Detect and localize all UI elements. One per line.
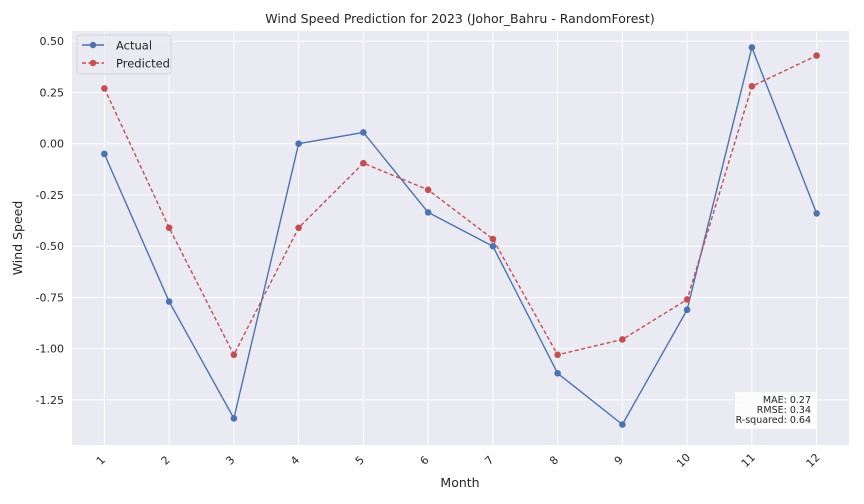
legend: Actual Predicted	[76, 34, 172, 75]
predicted-point	[295, 224, 302, 232]
metrics-box: MAE: 0.27 RMSE: 0.34 R-squared: 0.64	[735, 392, 816, 429]
predicted-point	[619, 336, 626, 343]
predicted-point	[554, 351, 561, 359]
legend-actual-label: Actual	[116, 39, 152, 53]
y-tick-label: 0.25	[40, 86, 65, 99]
y-tick-labels: 0.50 0.25 0.00 -0.25 -0.50 -0.75 -1.00 -1.25	[36, 35, 64, 407]
predicted-point	[813, 52, 820, 59]
legend-actual-marker	[89, 41, 97, 49]
predicted-point	[424, 186, 432, 194]
metrics-r-squared: R-squared: 0.64	[736, 415, 811, 426]
metrics-rmse: RMSE: 0.34	[757, 405, 811, 416]
actual-point	[165, 298, 173, 305]
y-tick-label: -0.25	[36, 189, 64, 202]
actual-point	[683, 306, 691, 314]
grid-lines	[72, 31, 849, 445]
actual-point	[360, 129, 367, 136]
actual-point	[424, 209, 432, 216]
predicted-point	[230, 351, 238, 359]
predicted-point	[683, 296, 691, 303]
actual-series-line	[103, 46, 818, 426]
plot-area	[72, 31, 849, 445]
actual-point	[813, 210, 820, 217]
chart-title: Wind Speed Prediction for 2023 (Johor_Ba…	[265, 11, 654, 26]
actual-point	[619, 421, 626, 428]
y-tick-label: -0.75	[36, 291, 64, 304]
metrics-box-background	[735, 392, 816, 429]
predicted-point	[489, 235, 497, 243]
legend-predicted-label: Predicted	[116, 57, 170, 71]
actual-point	[101, 150, 108, 158]
series-layer	[101, 44, 820, 428]
predicted-point	[360, 159, 367, 167]
y-axis-label: Wind Speed	[10, 201, 25, 276]
predicted-point	[165, 224, 173, 232]
predicted-point	[748, 83, 756, 90]
actual-point	[295, 140, 302, 148]
y-tick-label: 0.50	[40, 35, 65, 48]
x-axis-label: Month	[440, 475, 479, 490]
predicted-point	[101, 85, 108, 92]
actual-point	[554, 369, 561, 377]
actual-point	[489, 242, 497, 250]
legend-predicted-marker	[89, 59, 97, 67]
actual-point	[748, 44, 756, 51]
metrics-mae: MAE: 0.27	[763, 395, 811, 406]
y-tick-label: -0.50	[36, 240, 64, 253]
y-tick-label: -1.00	[36, 343, 64, 356]
y-tick-label: 0.00	[40, 138, 65, 151]
actual-point	[230, 415, 238, 422]
y-tick-label: -1.25	[36, 394, 64, 407]
